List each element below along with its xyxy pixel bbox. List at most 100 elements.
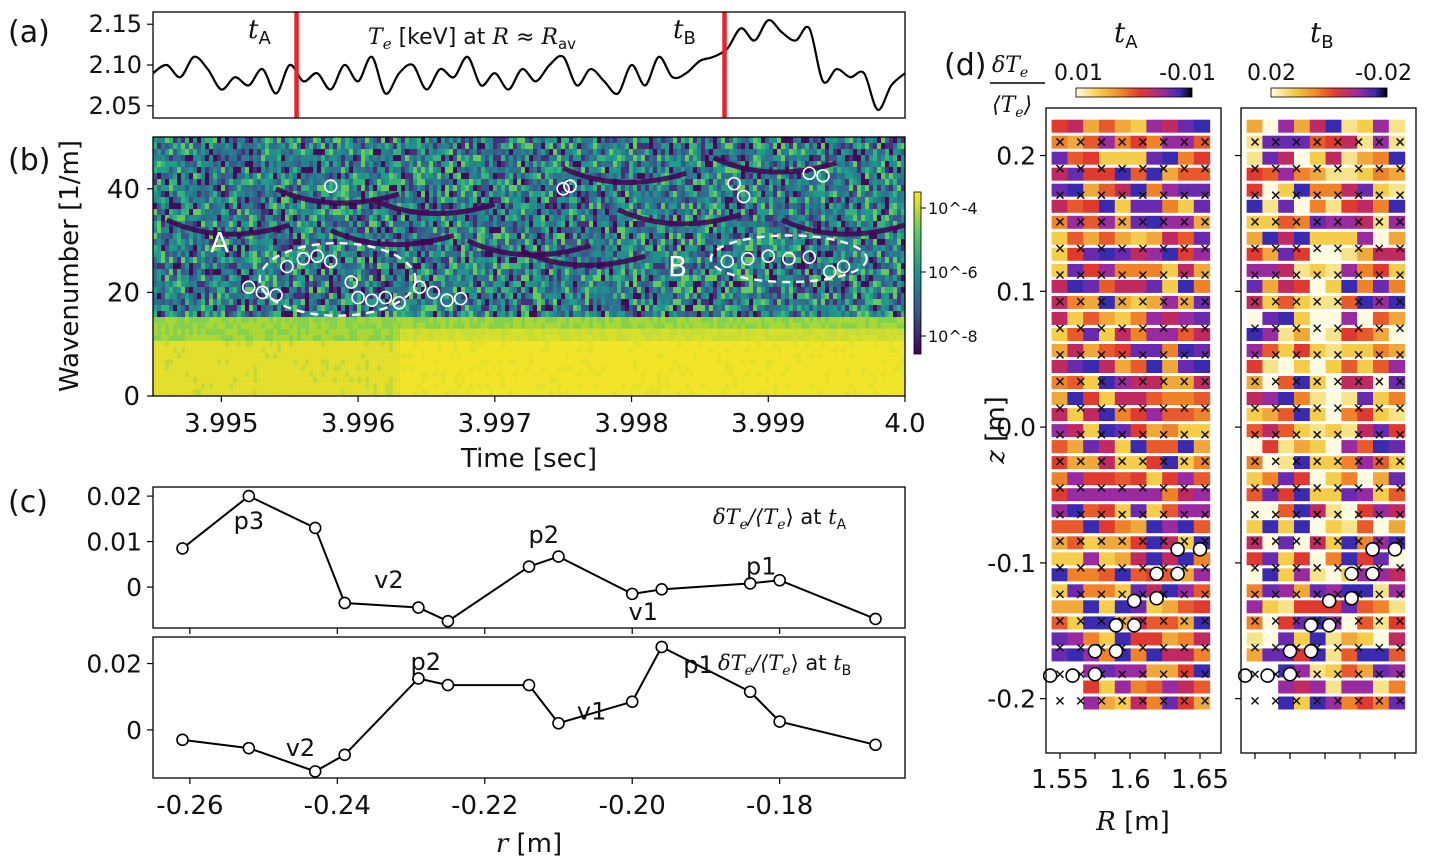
spectrogram-cell <box>421 233 426 240</box>
spectrogram-cell <box>321 215 326 222</box>
spectrogram-cell <box>485 161 490 168</box>
spectrogram-cell <box>501 293 506 300</box>
spectrogram-cell <box>341 173 346 180</box>
spectrogram-cell <box>433 281 438 288</box>
spectrogram-cell <box>217 353 222 360</box>
spectrogram-cell <box>385 323 390 330</box>
spectrogram-cell <box>369 191 374 198</box>
spectrogram-cell <box>157 275 162 282</box>
spectrogram-cell <box>293 167 298 174</box>
spectrogram-cell <box>229 167 234 174</box>
spectrogram-cell <box>213 191 218 198</box>
spectrogram-cell <box>565 221 570 228</box>
spectrogram-cell <box>601 257 606 264</box>
spectrogram-cell <box>457 263 462 270</box>
spectrogram-cell <box>509 323 514 330</box>
spectrogram-cell <box>253 143 258 150</box>
spectrogram-cell <box>497 251 502 258</box>
spectrogram-cell <box>241 383 246 390</box>
spectrogram-cell <box>561 239 566 246</box>
title-approx: ≈ <box>509 25 541 50</box>
spectrogram-cell <box>601 143 606 150</box>
spectrogram-cell <box>161 335 166 342</box>
spectrogram-cell <box>429 275 434 282</box>
spectrogram-cell <box>349 311 354 318</box>
spectrogram-cell <box>393 257 398 264</box>
spectrogram-cell <box>309 377 314 384</box>
spectrogram-cell <box>373 143 378 150</box>
spectrogram-cell <box>273 377 278 384</box>
spectrogram-cell <box>225 365 230 372</box>
spectrogram-cell <box>237 299 242 306</box>
spectrogram-cell <box>153 383 158 390</box>
spectrogram-cell <box>321 341 326 348</box>
spectrogram-cell <box>153 377 158 384</box>
spectrogram-cell <box>221 143 226 150</box>
spectrogram-cell <box>313 203 318 210</box>
spectrogram-cell <box>277 191 282 198</box>
spectrogram-cell <box>161 179 166 186</box>
spectrogram-cell <box>373 329 378 336</box>
spectrogram-cell <box>173 149 178 156</box>
spectrogram-cell <box>217 281 222 288</box>
spectrogram-cell <box>353 353 358 360</box>
spectrogram-cell <box>281 389 286 396</box>
spectrogram-cell <box>193 197 198 204</box>
spectrogram-cell <box>293 287 298 294</box>
spectrogram-cell <box>393 329 398 336</box>
spectrogram-cell <box>505 191 510 198</box>
spectrogram-cell <box>293 371 298 378</box>
spectrogram-cell <box>545 185 550 192</box>
spectrogram-cell <box>473 245 478 252</box>
spectrogram-cell <box>377 251 382 258</box>
spectrogram-cell <box>305 317 310 324</box>
spectrogram-cell <box>545 275 550 282</box>
spectrogram-cell <box>337 299 342 306</box>
spectrogram-cell <box>401 263 406 270</box>
spectrogram-cell <box>289 287 294 294</box>
spectrogram-cell <box>169 317 174 324</box>
spectrogram-cell <box>229 185 234 192</box>
spectrogram-cell <box>401 185 406 192</box>
spectrogram-cell <box>225 305 230 312</box>
spectrogram-cell <box>369 155 374 162</box>
spectrogram-cell <box>181 359 186 366</box>
spectrogram-cell <box>513 263 518 270</box>
spectrogram-cell <box>305 311 310 318</box>
spectrogram-cell <box>381 173 386 180</box>
spectrogram-cell <box>377 137 382 144</box>
spectrogram-cell <box>541 233 546 240</box>
spectrogram-cell <box>301 173 306 180</box>
spectrogram-cell <box>197 275 202 282</box>
spectrogram-cell <box>497 269 502 276</box>
spectrogram-cell <box>569 137 574 144</box>
spectrogram-cell <box>309 359 314 366</box>
spectrogram-cell <box>269 359 274 366</box>
spectrogram-cell <box>317 329 322 336</box>
spectrogram-cell <box>301 263 306 270</box>
spectrogram-cell <box>305 215 310 222</box>
spectrogram-cell <box>341 377 346 384</box>
spectrogram-cell <box>581 221 586 228</box>
spectrogram-cell <box>221 275 226 282</box>
spectrogram-cell <box>161 227 166 234</box>
spectrogram-cell <box>473 137 478 144</box>
spectrogram-cell <box>201 335 206 342</box>
spectrogram-cell <box>353 251 358 258</box>
spectrogram-cell <box>217 317 222 324</box>
spectrogram-cell <box>253 383 258 390</box>
spectrogram-cell <box>181 155 186 162</box>
spectrogram-cell <box>477 149 482 156</box>
spectrogram-cell <box>597 155 602 162</box>
spectrogram-cell <box>169 341 174 348</box>
spectrogram-cell <box>157 215 162 222</box>
spectrogram-cell <box>377 335 382 342</box>
spectrogram-cell <box>365 173 370 180</box>
spectrogram-cell <box>177 365 182 372</box>
spectrogram-cell <box>217 149 222 156</box>
spectrogram-cell <box>157 341 162 348</box>
spectrogram-cell <box>329 335 334 342</box>
spectrogram-cell <box>261 215 266 222</box>
spectrogram-cell <box>225 341 230 348</box>
spectrogram-cell <box>453 155 458 162</box>
